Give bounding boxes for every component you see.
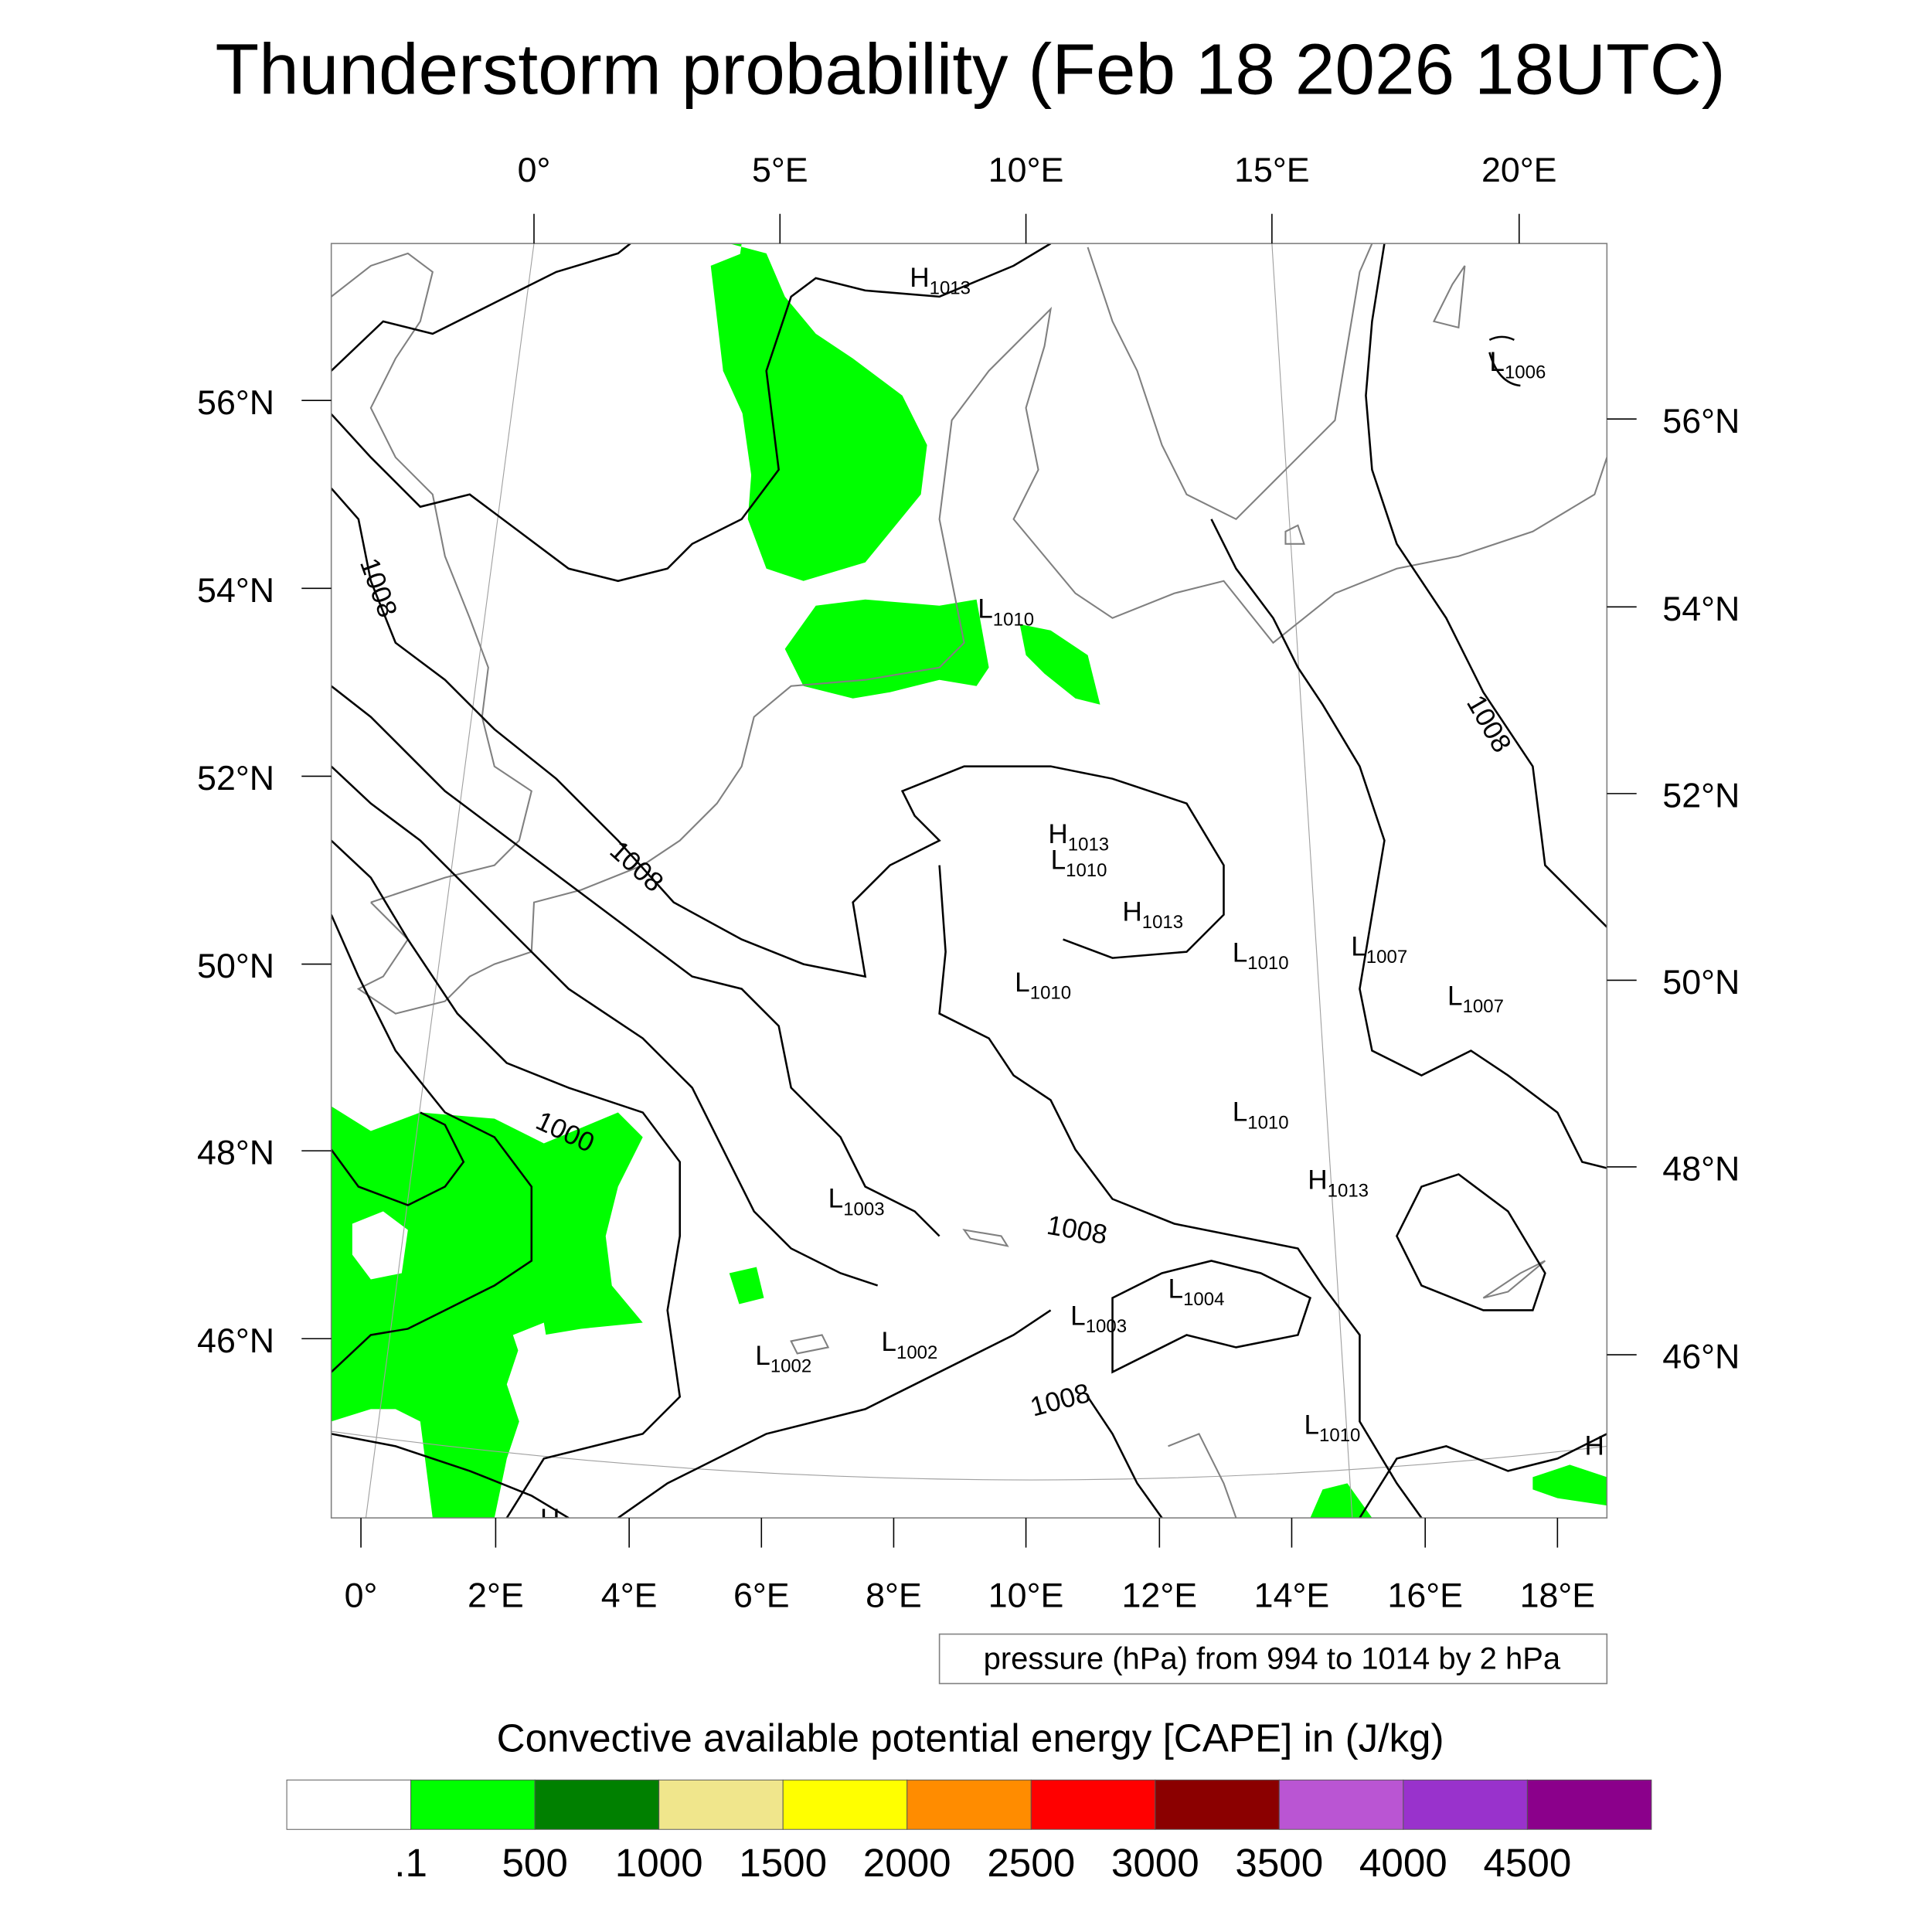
pressure-center: L1010 (1304, 1410, 1360, 1446)
colorbar-swatch (658, 1779, 784, 1830)
pressure-center: H (540, 1504, 560, 1534)
contour-info-box: pressure (hPa) from 994 to 1014 by 2 hPa (938, 1633, 1608, 1685)
colorbar-labels: .1 500 1000 1500 2000 2500 3000 3500 4000 4500 (394, 1841, 1571, 1885)
tick-label: 48°N (197, 1134, 274, 1172)
left-axis: 56°N 54°N 52°N 50°N 48°N 46°N (197, 383, 332, 1360)
tick-label: 0° (518, 151, 551, 189)
pressure-center: L1002 (881, 1327, 937, 1363)
colorbar (286, 1779, 1652, 1830)
cape-hole-france (352, 1211, 550, 1372)
tick-label: 0° (345, 1576, 378, 1614)
colorbar-swatch (1278, 1779, 1404, 1830)
tick-label: 52°N (1662, 776, 1740, 815)
colorbar-label: 4000 (1359, 1841, 1447, 1885)
colorbar-label: 2500 (987, 1841, 1075, 1885)
tick-label: 5°E (752, 151, 808, 189)
pressure-center: H1013 (1122, 897, 1183, 934)
tick-label: 10°E (988, 151, 1064, 189)
cape-area-north-sea (628, 243, 927, 581)
tick-label: 4°E (601, 1576, 658, 1614)
colorbar-label: 1000 (615, 1841, 703, 1885)
colorbar-label: 500 (502, 1841, 567, 1885)
colorbar-label: 4500 (1483, 1841, 1571, 1885)
tick-label: 2°E (468, 1576, 524, 1614)
tick-label: 54°N (197, 571, 274, 610)
right-axis: 56°N 54°N 52°N 50°N 48°N 46°N (1607, 402, 1740, 1376)
colorbar-label: 1500 (739, 1841, 827, 1885)
coastlines (331, 243, 1607, 1519)
tick-label: 14°E (1254, 1576, 1330, 1614)
tick-label: 18°E (1520, 1576, 1596, 1614)
isobars (331, 243, 1607, 1519)
pressure-center: H1013 (910, 263, 971, 299)
colorbar-label: 2000 (863, 1841, 951, 1885)
cape-area-dutch-coast (784, 599, 989, 699)
cape-area-southeast (1532, 1464, 1607, 1506)
pressure-center: L1007 (1351, 931, 1407, 968)
map-area: 1008 1008 1008 1000 1008 1008 H1013 L100… (331, 243, 1607, 1534)
tick-label: 12°E (1122, 1576, 1198, 1614)
tick-label: 46°N (197, 1321, 274, 1360)
bottom-axis: 0° 2°E 4°E 6°E 8°E 10°E 12°E 14°E 16°E 1… (345, 1518, 1595, 1614)
colorbar-swatch (1030, 1779, 1156, 1830)
cape-area-small (729, 1267, 764, 1304)
cape-area-france (331, 1106, 643, 1519)
tick-label: 48°N (1662, 1150, 1740, 1189)
pressure-center: L1010 (978, 594, 1034, 631)
colorbar-swatch (286, 1779, 412, 1830)
colorbar-label: 3500 (1235, 1841, 1323, 1885)
tick-label: 20°E (1481, 151, 1557, 189)
colorbar-swatch (1526, 1779, 1652, 1830)
pressure-center: L1002 (755, 1341, 811, 1377)
colorbar-swatch (782, 1779, 908, 1830)
tick-label: 54°N (1662, 590, 1740, 628)
tick-label: 16°E (1387, 1576, 1463, 1614)
pressure-center: L1010 (1051, 845, 1107, 881)
contour-info-text: pressure (hPa) from 994 to 1014 by 2 hPa (984, 1641, 1561, 1675)
pressure-center: L1010 (1233, 937, 1289, 974)
cape-area-north-sea-2 (710, 253, 767, 495)
top-axis: 0° 5°E 10°E 15°E 20°E (518, 151, 1557, 244)
pressure-center: L1010 (1015, 968, 1071, 1004)
tick-label: 8°E (866, 1576, 922, 1614)
pressure-center: L1003 (1070, 1301, 1127, 1338)
tick-label: 6°E (733, 1576, 790, 1614)
pressure-center: L1006 (1489, 347, 1546, 383)
tick-label: 52°N (197, 759, 274, 798)
tick-label: 50°N (1662, 963, 1740, 1002)
pressure-center: H (1585, 1431, 1604, 1461)
colorbar-swatch (410, 1779, 536, 1830)
colorbar-label: 3000 (1111, 1841, 1199, 1885)
pressure-center: H1013 (1048, 819, 1109, 855)
pressure-center: L1003 (828, 1184, 885, 1220)
colorbar-swatch (906, 1779, 1032, 1830)
map-frame (330, 243, 1608, 1519)
colorbar-title: Convective available potential energy [C… (497, 1716, 1444, 1760)
tick-label: 56°N (1662, 402, 1740, 440)
tick-label: 46°N (1662, 1338, 1740, 1376)
pressure-centers: H1013 L1006 L1010 H1013 L1010 H1013 L101… (540, 263, 1604, 1534)
tick-label: 56°N (197, 383, 274, 422)
cape-area-jutland (1019, 624, 1100, 705)
tick-label: 15°E (1234, 151, 1310, 189)
colorbar-swatch (1403, 1779, 1528, 1830)
pressure-center: L1010 (1233, 1097, 1289, 1134)
cape-fill-layer (331, 243, 1607, 1519)
colorbar-swatch (1155, 1779, 1280, 1830)
chart-title: Thunderstorm probability (Feb 18 2026 18… (216, 29, 1726, 110)
tick-label: 50°N (197, 947, 274, 985)
graticule (331, 243, 1607, 1519)
cape-area-adriatic (1310, 1483, 1372, 1519)
pressure-center: L1004 (1168, 1274, 1225, 1310)
pressure-center: L1007 (1447, 981, 1504, 1017)
pressure-center: H1013 (1308, 1165, 1369, 1202)
colorbar-swatch (534, 1779, 660, 1830)
colorbar-label: .1 (394, 1841, 427, 1885)
tick-label: 10°E (988, 1576, 1064, 1614)
